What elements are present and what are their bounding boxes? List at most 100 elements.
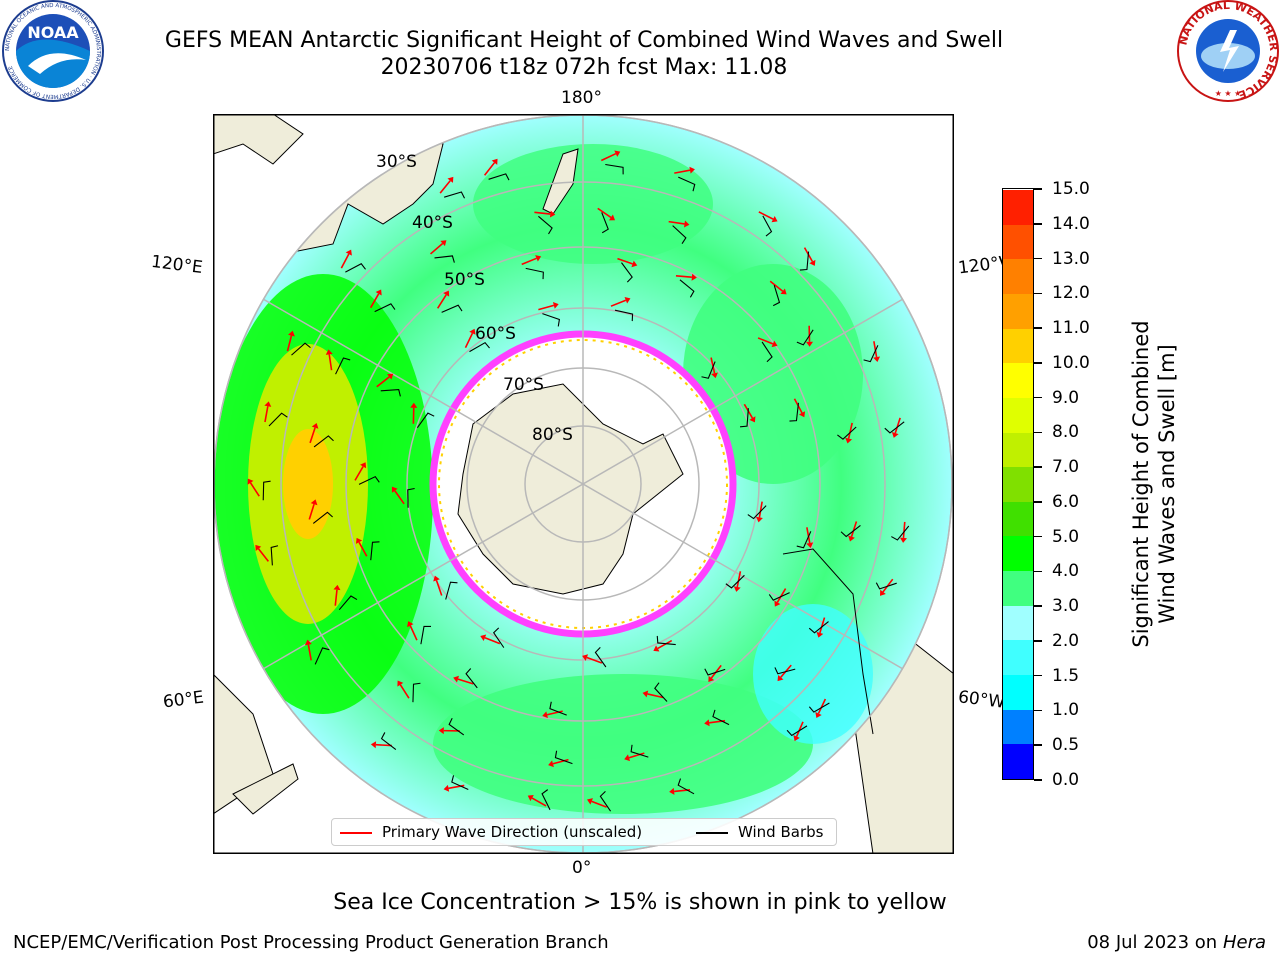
wind-barb [444, 191, 466, 199]
wave-direction-arrowhead [345, 249, 352, 256]
wind-barb [441, 304, 463, 313]
wind-barb [594, 647, 607, 668]
polar-map [213, 114, 954, 854]
wave-direction-arrowhead [397, 680, 404, 687]
wave-direction-arrow [850, 521, 858, 537]
wave-direction-arrow [675, 275, 692, 279]
wave-direction-arrowhead [387, 373, 394, 380]
colorbar-segment [1003, 466, 1033, 502]
footer-date: 08 Jul 2023 on Hera [1087, 932, 1266, 953]
colorbar-tick [1034, 779, 1042, 781]
wave-direction-arrow [307, 644, 312, 661]
wind-barb [370, 541, 380, 561]
wave-direction-arrow [369, 293, 380, 309]
wind-barb [488, 173, 510, 181]
wave-direction-arrow [674, 169, 691, 174]
wind-barb [808, 702, 830, 713]
wave-direction-arrowhead [586, 798, 593, 805]
wind-barb [374, 303, 396, 313]
wind-barb [434, 255, 455, 263]
wave-direction-arrow [806, 527, 811, 544]
wave-direction-arrow [894, 417, 901, 434]
wave-direction-arrowhead [433, 575, 440, 582]
wave-direction-arrowhead [548, 760, 554, 768]
new-zealand-land [542, 148, 579, 215]
colorbar-tick [1034, 501, 1042, 503]
colorbar-segment [1003, 189, 1033, 225]
wave-direction-arrowhead [535, 255, 542, 262]
wave-direction-arrowhead [304, 639, 312, 646]
lon-label-top: 180° [561, 88, 602, 108]
colorbar-tick [1034, 570, 1042, 573]
noaa-logo: NATIONAL OCEANIC AND ATMOSPHERIC ADMINIS… [2, 0, 104, 102]
wave-direction-arrowhead [469, 328, 476, 335]
wave-direction-arrowhead [407, 621, 414, 628]
wave-direction-arrowhead [848, 535, 855, 542]
wave-direction-arrowhead [549, 210, 556, 218]
wind-barb [605, 163, 624, 175]
wave-direction-arrowhead [360, 462, 367, 469]
wind-barb [621, 262, 633, 283]
wind-barb [599, 791, 612, 812]
wind-barb [884, 421, 905, 434]
wave-direction-arrow [435, 580, 443, 596]
wave-direction-arrowhead [771, 340, 778, 348]
wave-direction-arrowhead [453, 675, 460, 683]
antarctica-land [457, 383, 684, 595]
colorbar-tick [1034, 292, 1042, 295]
wind-barb [412, 682, 421, 703]
colorbar-segment [1003, 224, 1033, 260]
wave-direction-arrowhead [443, 290, 450, 297]
colorbar [1002, 188, 1034, 780]
wave-direction-arrow [531, 797, 547, 807]
madagascar-land [232, 763, 299, 815]
colorbar-tick-label: 0.5 [1052, 735, 1080, 756]
wave-direction-arrow [436, 294, 447, 309]
wave-direction-arrowhead [333, 584, 341, 591]
wind-barb [380, 732, 397, 751]
wave-direction-arrow [534, 211, 551, 215]
wind-barb [677, 778, 695, 795]
wind-barb [840, 525, 861, 538]
wind-barb [451, 775, 469, 790]
wind-barb [538, 215, 553, 235]
wave-direction-arrow [769, 280, 784, 292]
wave-direction-arrowhead [708, 675, 715, 682]
colorbar-tick [1034, 674, 1042, 677]
wave-direction-arrow [610, 299, 627, 307]
wave-direction-arrow [776, 588, 787, 603]
footer-machine: Hera [1222, 932, 1266, 953]
wave-direction-arrowhead [582, 654, 589, 661]
wind-barb [789, 402, 800, 422]
chart-subtitle: 20230706 t18z 072h fcst Max: 11.08 [380, 55, 788, 80]
swell-region-max [283, 429, 333, 539]
wave-direction-arrowhead [777, 674, 784, 682]
chart-title: GEFS MEAN Antarctic Significant Height o… [164, 28, 1004, 53]
wave-direction-arrowhead [447, 176, 454, 183]
wave-direction-arrowhead [410, 402, 418, 408]
colorbar-tick [1034, 431, 1042, 434]
wind-barb [492, 627, 505, 648]
colorbar-tick [1034, 535, 1042, 538]
wave-direction-arrowhead [774, 600, 781, 607]
wave-direction-arrowhead [755, 516, 763, 523]
wind-barb [335, 357, 351, 375]
wave-direction-arrow [264, 406, 269, 423]
south-america-coast [782, 548, 874, 735]
colorbar-segment [1003, 605, 1033, 641]
colorbar-tick-label: 9.0 [1052, 387, 1080, 408]
wave-direction-arrowhead [311, 422, 319, 429]
lon-label-right-lower: 60°W [956, 687, 1006, 713]
wave-direction-arrow [409, 625, 418, 641]
lat-label-50s: 50°S [444, 270, 485, 290]
wind-barb [630, 744, 649, 758]
colorbar-segment [1003, 570, 1033, 606]
wind-barb [796, 531, 812, 549]
wave-arrows-layer [247, 150, 910, 812]
wave-direction-arrow [521, 257, 537, 266]
wave-direction-arrow [597, 207, 612, 219]
wind-barb [270, 545, 279, 566]
wind-barb [314, 647, 330, 665]
wave-direction-arrowhead [375, 289, 382, 296]
wave-direction-arrow [399, 684, 410, 699]
